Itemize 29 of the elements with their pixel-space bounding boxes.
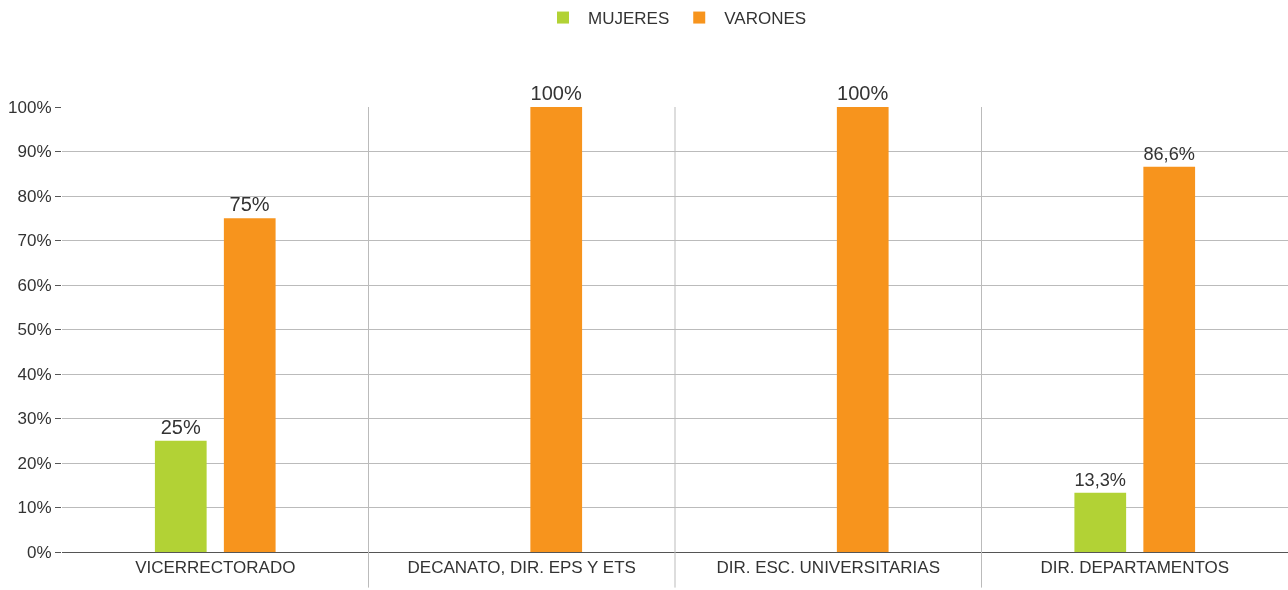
bar xyxy=(1074,492,1127,552)
data-label: 86,6% xyxy=(1143,144,1195,164)
legend-label: MUJERES xyxy=(588,9,670,29)
y-tick-label: 40% xyxy=(17,364,52,384)
data-label: 13,3% xyxy=(1074,470,1126,491)
data-label: 75% xyxy=(229,193,270,216)
bar xyxy=(530,107,583,552)
y-tick-label: 60% xyxy=(17,275,52,295)
x-tick-label: DIR. DEPARTAMENTOS xyxy=(1040,558,1230,578)
y-tick-label: 0% xyxy=(27,542,52,562)
y-tick-label: 80% xyxy=(17,186,52,206)
data-label: 25% xyxy=(160,415,201,438)
y-tick-label: 90% xyxy=(17,142,52,162)
legend-label: VARONES xyxy=(724,9,807,29)
bar xyxy=(836,107,889,552)
y-tick-label: 70% xyxy=(17,231,52,251)
y-tick-label: 50% xyxy=(17,320,52,340)
y-tick-label: 30% xyxy=(17,409,52,429)
x-tick-label: DIR. ESC. UNIVERSITARIAS xyxy=(716,558,941,578)
x-tick-label: DECANATO, DIR. EPS Y ETS xyxy=(407,558,636,578)
y-tick-label: 20% xyxy=(17,453,52,473)
bar xyxy=(154,440,207,552)
x-tick-label: VICERRECTORADO xyxy=(135,558,296,578)
y-tick-label: 10% xyxy=(17,498,52,518)
bar xyxy=(1143,166,1196,552)
data-label: 100% xyxy=(530,82,582,104)
data-label: 100% xyxy=(837,82,889,104)
bar xyxy=(223,218,276,552)
y-tick-label: 100% xyxy=(8,97,52,117)
